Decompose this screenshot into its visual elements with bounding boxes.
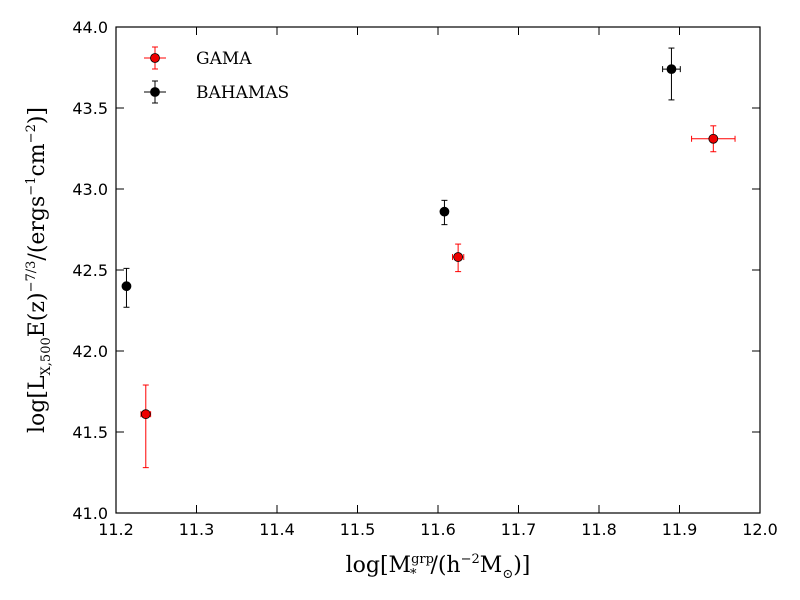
gama-point: [691, 125, 736, 153]
x-tick-label: 11.8: [581, 520, 617, 539]
bahamas-point: [662, 47, 681, 101]
x-axis-ticks: 11.2 11.3 11.4 11.5 11.6 11.7 11.8 11.9 12.0: [98, 27, 778, 539]
legend-entry-bahamas: BAHAMAS: [144, 80, 289, 104]
legend-entry-gama: GAMA: [144, 46, 252, 70]
x-tick-label: 11.2: [98, 520, 134, 539]
y-axis-label: log[LX,500E(z)−7/3/(ergs−1cm−2)]: [24, 107, 54, 433]
plot-frame: [115, 26, 761, 514]
y-tick-label: 41.5: [72, 423, 108, 442]
x-tick-label: 11.7: [501, 520, 537, 539]
gama-point: [451, 243, 465, 273]
x-tick-label: 11.4: [259, 520, 295, 539]
bahamas-marker: [666, 64, 677, 75]
bahamas-point: [439, 199, 450, 226]
y-tick-label: 43.0: [72, 180, 108, 199]
bahamas-point: [121, 267, 132, 308]
x-tick-label: 11.5: [340, 520, 376, 539]
gama-point: [140, 384, 152, 469]
legend-gama-label: GAMA: [196, 49, 252, 69]
bahamas-marker: [121, 281, 132, 292]
y-tick-label: 41.0: [72, 504, 108, 523]
data-points: [121, 47, 736, 469]
x-tick-label: 11.6: [420, 520, 456, 539]
x-tick-label: 11.3: [179, 520, 215, 539]
gama-marker: [140, 409, 151, 420]
legend-bahamas-label: BAHAMAS: [196, 83, 289, 103]
bahamas-marker: [439, 206, 450, 217]
y-tick-label: 42.5: [72, 261, 108, 280]
y-tick-label: 44.0: [72, 18, 108, 37]
legend-gama-marker: [150, 53, 160, 63]
gama-marker: [453, 252, 464, 262]
y-axis-ticks: 41.0 41.5 42.0 42.5 43.0 43.5 44.0: [72, 18, 760, 523]
y-tick-label: 42.0: [72, 342, 108, 361]
gama-marker: [708, 133, 719, 144]
y-tick-label: 43.5: [72, 99, 108, 118]
x-tick-label: 11.9: [662, 520, 698, 539]
x-axis-label: log[Mgrp */(h−2M⊙)]: [346, 552, 531, 582]
legend-bahamas-marker: [150, 87, 160, 97]
legend: GAMA BAHAMAS: [144, 46, 289, 104]
x-tick-label: 12.0: [742, 520, 778, 539]
